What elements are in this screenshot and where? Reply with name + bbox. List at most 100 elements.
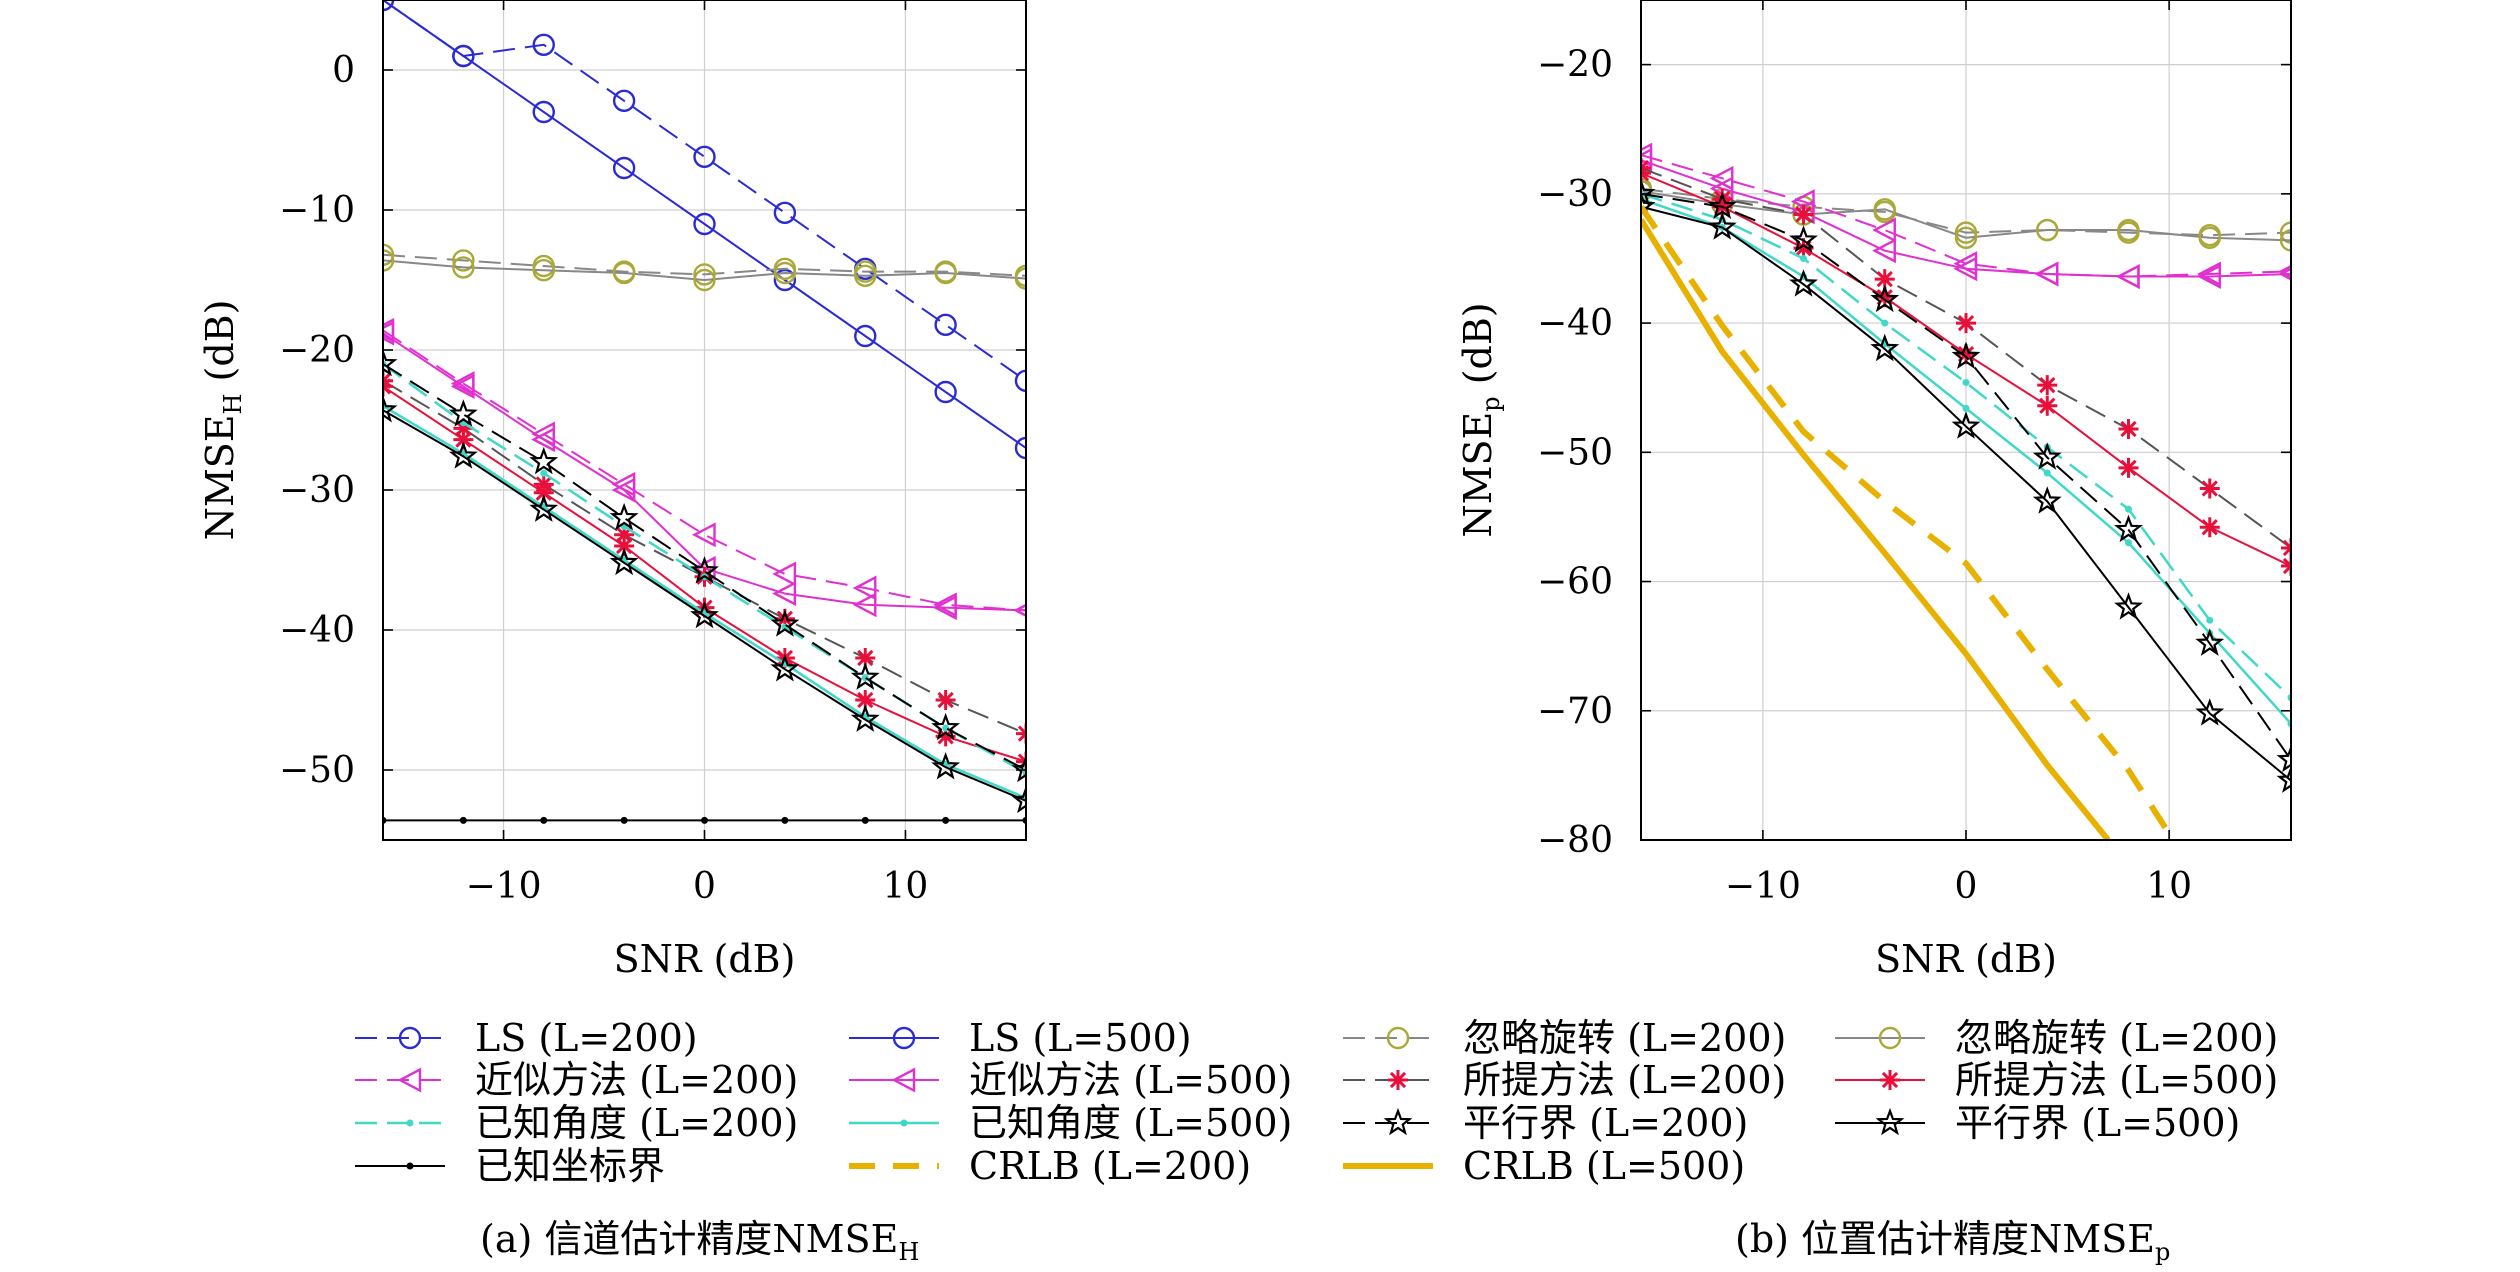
point-pb500-5 xyxy=(770,654,800,682)
point-ka200-7 xyxy=(942,724,950,732)
chart-channel-nmse: −10 0 10 0 −10 −20 −30 −40 −50 SNR (dB) NMSEH (dB) xyxy=(198,0,1027,981)
series-line-crlb500 xyxy=(1641,218,2111,840)
point-prop200-6 xyxy=(855,648,876,668)
point-ka200-2 xyxy=(540,469,548,477)
point-ls500-8 xyxy=(1014,436,1026,460)
point-apx500-0 xyxy=(383,320,395,346)
legend-entry-crlb200: CRLB (L=200) xyxy=(849,1144,1251,1188)
series-line-ign500 xyxy=(383,259,1026,281)
point-ka200-3 xyxy=(1881,319,1889,327)
legend-label: 所提方法 (L=500) xyxy=(1955,1058,2278,1102)
point-prop500-0 xyxy=(383,376,393,397)
point-kc-3 xyxy=(620,816,628,824)
point-pb200-5 xyxy=(2032,442,2062,470)
point-kc-1 xyxy=(459,816,467,824)
point-prop200-2 xyxy=(1793,204,1814,225)
chart-position-nmse: −10 0 10 −20 −30 −40 −50 −60 −70 −80 SNR (dB) NMSEp… xyxy=(1456,0,2292,981)
point-prop500-7 xyxy=(2199,517,2220,538)
point-ign500-0 xyxy=(383,249,395,272)
point-ign500-7 xyxy=(2198,226,2221,249)
point-prop200-8 xyxy=(1016,723,1026,744)
legend-marker-kc xyxy=(406,1162,414,1170)
point-ign200-0 xyxy=(383,243,395,266)
legend-label: LS (L=200) xyxy=(475,1016,698,1060)
caption-b: (b) 位置估计精度NMSEp xyxy=(1735,1217,2170,1266)
point-pb500-1 xyxy=(448,441,478,469)
legend-marker-pb200 xyxy=(1383,1107,1413,1136)
point-pb200-7 xyxy=(931,712,961,741)
series-line-pb500 xyxy=(383,409,1026,802)
point-ign500-8 xyxy=(1014,267,1026,290)
series-pb500 xyxy=(1641,191,2291,793)
series-line-pb200 xyxy=(1641,192,2291,761)
legend-entry-ign200: 忽略旋转 (L=200) xyxy=(1343,1016,1786,1060)
point-ka500-4 xyxy=(1962,404,1970,412)
point-kc-5 xyxy=(781,816,789,824)
series-pb500 xyxy=(383,395,1026,814)
legend-entry-kc: 已知坐标界 xyxy=(355,1144,665,1188)
point-kc-2 xyxy=(540,816,548,824)
point-pb500-8 xyxy=(2276,765,2291,793)
x-tick-label: 10 xyxy=(2146,866,2192,907)
y-tick-label: −80 xyxy=(1537,820,1613,861)
x-axis-label: SNR (dB) xyxy=(614,937,796,981)
point-apx500-5 xyxy=(2034,261,2059,287)
point-apx500-4 xyxy=(1953,256,1978,282)
point-ls500-3 xyxy=(612,156,636,180)
x-tick-label: −10 xyxy=(466,866,542,907)
point-ka500-6 xyxy=(2125,539,2132,547)
point-apx200-3 xyxy=(1872,217,1896,243)
point-prop200-4 xyxy=(1956,313,1976,334)
series-line-crlb200 xyxy=(1641,205,2176,840)
point-apx500-1 xyxy=(450,373,475,399)
x-tick-label: 0 xyxy=(693,866,716,907)
legend-label: 平行界 (L=500) xyxy=(1955,1101,2240,1145)
legend-label: 近似方法 (L=500) xyxy=(969,1058,1292,1102)
point-ka200-2 xyxy=(1800,254,1807,262)
series-line-ign500 xyxy=(1641,190,2291,242)
series-line-apx500 xyxy=(1641,159,2291,278)
series-line-apx200 xyxy=(383,329,1026,612)
point-ign500-6 xyxy=(854,264,877,287)
point-prop200-7 xyxy=(935,690,956,710)
point-apx200-5 xyxy=(772,561,797,587)
point-pb200-4 xyxy=(1951,341,1981,369)
point-pb200-7 xyxy=(2195,628,2225,656)
x-axis-label: SNR (dB) xyxy=(1875,937,2057,981)
point-ign200-1 xyxy=(452,249,475,272)
legend-marker-ls500 xyxy=(892,1026,916,1050)
point-pb200-4 xyxy=(690,556,719,584)
y-tick-label: −30 xyxy=(279,470,355,511)
y-tick-label: −20 xyxy=(279,330,355,371)
point-apx500-3 xyxy=(611,477,636,503)
point-pb500-3 xyxy=(609,547,639,576)
legend-entry-ka200: 已知角度 (L=200) xyxy=(355,1101,798,1145)
point-pb500-7 xyxy=(2195,698,2225,726)
point-ign500-3 xyxy=(1873,198,1896,221)
point-apx500-7 xyxy=(933,595,957,621)
point-pb500-3 xyxy=(1870,333,1900,362)
series-line-prop200 xyxy=(383,379,1026,735)
legend-entry-ls200: LS (L=200) xyxy=(355,1016,698,1060)
point-ign500-4 xyxy=(693,268,716,292)
y-tick-label: −70 xyxy=(1537,691,1613,732)
point-kc-7 xyxy=(942,816,950,824)
legend-entry-pb200: 平行界 (L=200) xyxy=(1343,1101,1748,1145)
legend-label: 已知角度 (L=500) xyxy=(969,1101,1292,1145)
series-crlb200 xyxy=(1641,205,2176,840)
point-ka200-4 xyxy=(1962,379,1970,387)
point-ls200-3 xyxy=(612,89,636,113)
point-ls200-7 xyxy=(934,313,957,336)
point-ls200-5 xyxy=(773,201,797,225)
legend-marker-ka500 xyxy=(900,1119,908,1127)
series-crlb500 xyxy=(1641,218,2111,840)
legend-marker-ka200 xyxy=(406,1119,414,1127)
point-pb200-1 xyxy=(448,399,478,427)
point-pb200-2 xyxy=(1789,225,1818,253)
y-tick-label: −10 xyxy=(279,190,355,231)
legend-marker-prop500 xyxy=(1880,1070,1900,1090)
point-ign500-8 xyxy=(2279,229,2291,252)
legend-entry-pb500: 平行界 (L=500) xyxy=(1835,1101,2240,1145)
point-pb200-2 xyxy=(529,446,559,475)
point-ls200-2 xyxy=(532,33,555,56)
